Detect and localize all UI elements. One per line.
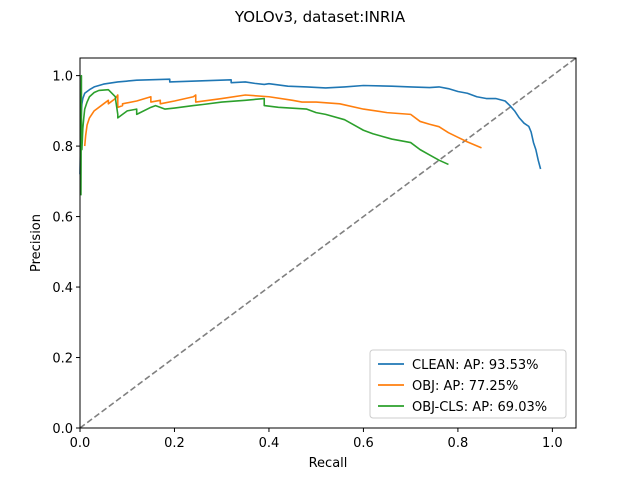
y-tick-label: 1.0: [52, 70, 73, 85]
x-axis-ticks: 0.0 0.2 0.4 0.6 0.8 1.0: [70, 428, 563, 451]
chart-title: YOLOv3, dataset:INRIA: [234, 8, 406, 26]
x-tick-label: 0.4: [259, 436, 280, 451]
series-line-2: [80, 74, 449, 196]
legend-entry: OBJ: AP: 77.25%: [412, 379, 518, 394]
legend-entry: CLEAN: AP: 93.53%: [412, 358, 538, 373]
x-tick-label: 0.6: [353, 436, 374, 451]
x-axis-label: Recall: [309, 456, 348, 471]
y-axis-label: Precision: [29, 214, 44, 272]
legend: CLEAN: AP: 93.53% OBJ: AP: 77.25% OBJ-CLS:…: [369, 349, 567, 419]
x-tick-label: 0.8: [448, 436, 469, 451]
y-tick-label: 0.6: [52, 211, 73, 226]
axes-frame: [79, 57, 577, 429]
x-tick-label: 0.2: [164, 436, 185, 451]
x-tick-label: 1.0: [542, 436, 563, 451]
legend-entry: OBJ-CLS: AP: 69.03%: [412, 400, 547, 415]
y-tick-label: 0.0: [52, 422, 73, 437]
y-axis-ticks: 0.0 0.2 0.4 0.6 0.8 1.0: [52, 70, 80, 437]
reference-diagonal-line: [79, 57, 577, 429]
plot-area: [79, 57, 577, 429]
y-tick-label: 0.4: [52, 281, 73, 296]
y-tick-label: 0.2: [52, 352, 73, 367]
series-line-1: [83, 94, 482, 149]
y-tick-label: 0.8: [52, 140, 73, 155]
legend-box: [369, 349, 567, 419]
series-line-0: [79, 78, 542, 175]
x-tick-label: 0.0: [70, 436, 91, 451]
